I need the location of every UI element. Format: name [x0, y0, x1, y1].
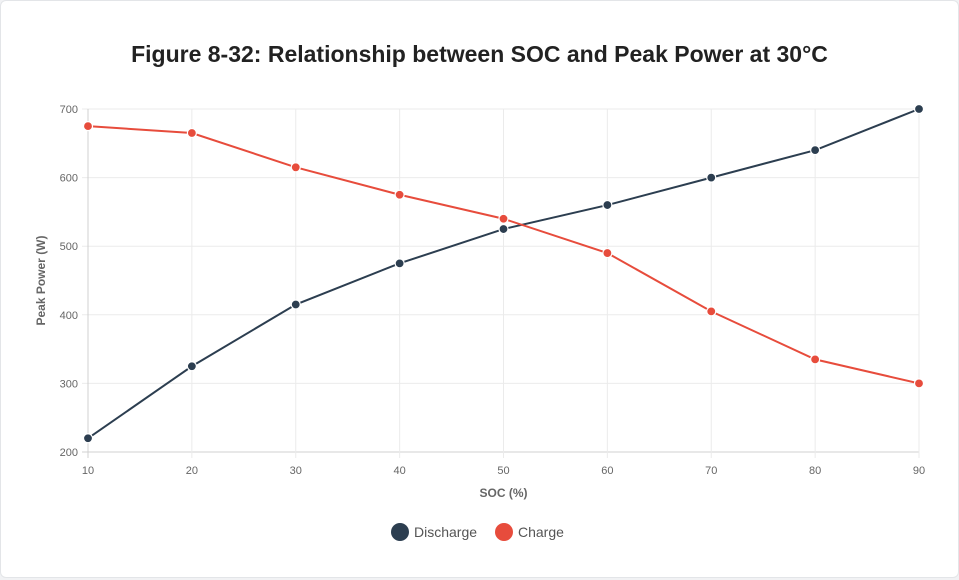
y-tick-label: 500	[60, 241, 78, 253]
x-tick-label: 90	[913, 465, 925, 477]
x-axis-ticks: 10 20 30 40 50 60 70 80 90	[82, 465, 925, 477]
discharge-point[interactable]	[913, 103, 925, 115]
y-tick-label: 400	[60, 310, 78, 322]
legend-item-charge[interactable]: Charge	[495, 523, 564, 541]
discharge-point[interactable]	[706, 172, 717, 183]
x-tick-label: 70	[705, 465, 717, 477]
y-tick-label: 300	[60, 378, 78, 390]
x-tick-label: 30	[290, 465, 302, 477]
legend[interactable]: Discharge Charge	[391, 523, 564, 541]
charge-point[interactable]	[810, 354, 821, 365]
charge-point[interactable]	[186, 127, 197, 139]
charge-point[interactable]	[82, 121, 94, 132]
discharge-point[interactable]	[186, 361, 197, 372]
y-tick-label: 600	[60, 173, 78, 185]
legend-swatch	[495, 523, 513, 541]
discharge-point[interactable]	[602, 199, 613, 211]
charge-point[interactable]	[913, 378, 925, 389]
chart-title: Figure 8-32: Relationship between SOC an…	[131, 41, 828, 67]
discharge-point[interactable]	[82, 433, 94, 444]
discharge-point[interactable]	[394, 258, 405, 269]
y-axis-title: Peak Power (W)	[34, 235, 48, 325]
legend-swatch	[391, 523, 409, 541]
y-axis-ticks: 200 300 400 500 600 700	[60, 104, 78, 459]
x-axis-title: SOC (%)	[480, 486, 528, 500]
x-tick-label: 40	[394, 465, 406, 477]
legend-item-discharge[interactable]: Discharge	[391, 523, 477, 541]
charge-point[interactable]	[706, 306, 717, 317]
x-tick-label: 80	[809, 465, 821, 477]
legend-label: Charge	[518, 524, 564, 540]
charge-point[interactable]	[290, 162, 301, 173]
charge-point[interactable]	[394, 189, 405, 200]
series-group	[82, 103, 925, 444]
x-tick-label: 10	[82, 465, 94, 477]
x-tick-label: 50	[497, 465, 509, 477]
charge-point[interactable]	[498, 213, 509, 224]
y-tick-label: 700	[60, 104, 78, 116]
y-tick-label: 200	[60, 447, 78, 459]
discharge-point[interactable]	[498, 223, 509, 235]
discharge-point[interactable]	[290, 299, 301, 310]
legend-label: Discharge	[414, 524, 477, 540]
charge-point[interactable]	[602, 247, 613, 259]
x-tick-label: 20	[186, 465, 198, 477]
discharge-point[interactable]	[810, 145, 821, 156]
grid	[82, 108, 920, 458]
x-tick-label: 60	[601, 465, 613, 477]
